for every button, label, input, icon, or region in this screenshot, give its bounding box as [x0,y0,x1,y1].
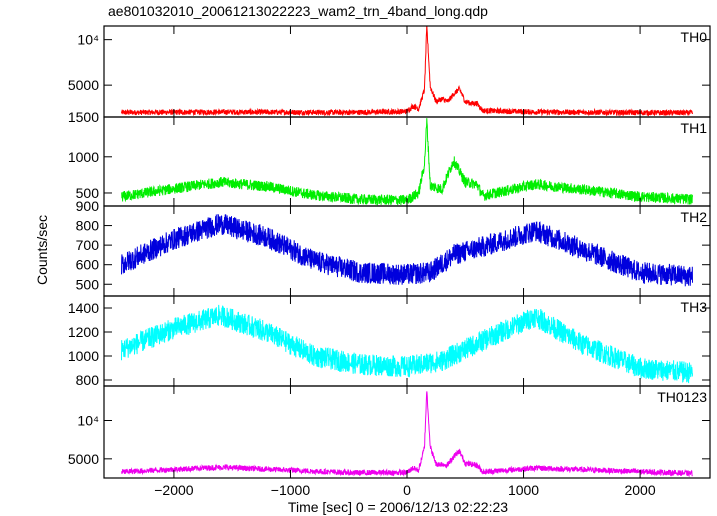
series-line-th2 [121,213,693,287]
x-tick-label: 0 [403,482,411,498]
y-tick-label-th2: 600 [76,257,100,273]
x-tick-label: 1000 [508,482,539,498]
y-tick-label-th2: 800 [76,218,100,234]
x-tick-label: 2000 [624,482,655,498]
y-tick-label-th2: 900 [76,198,100,214]
y-tick-label-th0: 5000 [68,77,99,93]
x-tick-label: −2000 [154,482,194,498]
series-line-th3 [121,304,693,384]
y-tick-label-th2: 700 [76,237,100,253]
y-tick-label-th1: 500 [76,185,100,201]
panel-frame-th0123 [103,385,711,479]
y-tick-label-th0: 10⁴ [77,32,99,48]
panel-label-th0123: TH0123 [657,389,707,405]
series-line-th0 [121,26,693,117]
y-tick-label-th1: 1000 [68,149,99,165]
panel-label-th2: TH2 [681,209,708,225]
panel-frame-th2 [103,205,711,297]
y-tick-label-th3: 1400 [68,300,99,316]
panel-label-th3: TH3 [681,299,708,315]
y-tick-label-th3: 1200 [68,324,99,340]
chart-title: ae801032010_20061213022223_wam2_trn_4ban… [108,3,488,19]
series-line-th0123 [121,391,693,478]
y-axis-label: Counts/sec [34,215,50,285]
panel-frame-th3 [103,295,711,387]
x-tick-label: −1000 [271,482,311,498]
series-line-th1 [121,118,693,206]
y-tick-label-th0123: 5000 [68,451,99,467]
y-tick-label-th0123: 10⁴ [77,413,99,429]
y-tick-label-th3: 800 [76,372,100,388]
panel-label-th0: TH0 [681,29,708,45]
y-tick-label-th3: 1000 [68,348,99,364]
y-tick-label-th2: 500 [76,276,100,292]
panels-group: 5000 10⁴ 1500 TH0 500 1000 TH1 500 600 700 800 900 T… [68,25,711,498]
panel-label-th1: TH1 [681,120,708,136]
panel-frame-th0 [103,25,711,118]
x-axis-label: Time [sec] 0 = 2006/12/13 02:22:23 [288,499,508,515]
y-tick-label-th0-bottom: 1500 [68,109,99,125]
